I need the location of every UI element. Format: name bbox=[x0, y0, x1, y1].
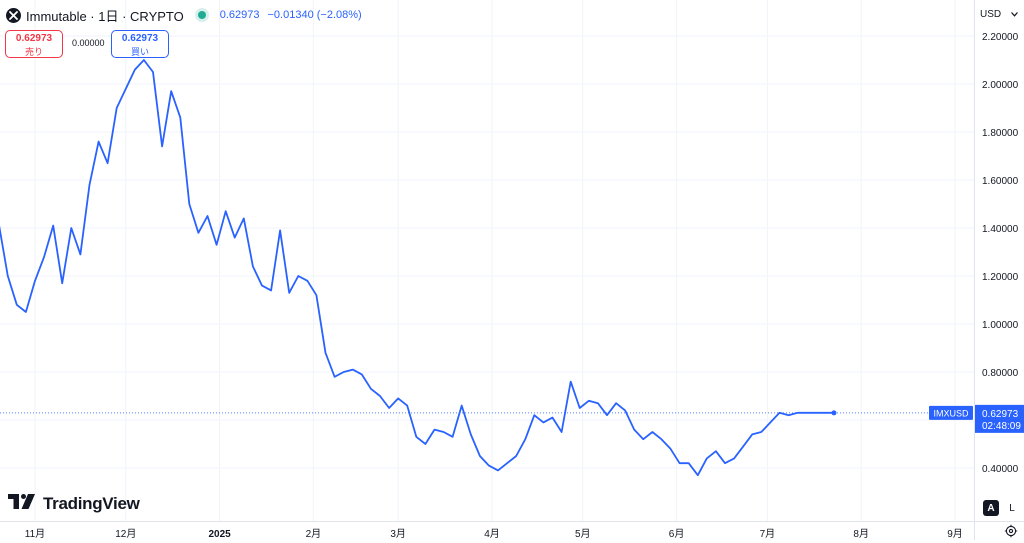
auto-scale-button[interactable]: A bbox=[983, 500, 999, 516]
header-price: 0.62973 bbox=[219, 9, 260, 21]
chevron-down-icon bbox=[1011, 9, 1018, 20]
time-tick-label: 6月 bbox=[669, 528, 685, 540]
time-tick-label: 3月 bbox=[390, 528, 406, 540]
tradingview-logo-text: TradingView bbox=[43, 493, 140, 513]
price-tick-label: 0.80000 bbox=[982, 368, 1019, 379]
price-tick-label: 2.20000 bbox=[982, 32, 1019, 43]
price-tick-label: 1.40000 bbox=[982, 224, 1019, 235]
time-tick-label: 11月 bbox=[25, 528, 45, 540]
price-tick-label: 0.40000 bbox=[982, 464, 1019, 475]
sell-price: 0.62973 bbox=[15, 33, 53, 44]
currency-label: USD bbox=[980, 8, 1002, 20]
buy-price: 0.62973 bbox=[121, 33, 159, 44]
countdown-label: 02:48:09 bbox=[982, 421, 1021, 432]
symbol-tag-bg bbox=[929, 405, 973, 420]
price-series-line bbox=[0, 59, 834, 477]
symbol-title[interactable]: Immutable · 1日 · CRYPTO bbox=[26, 8, 184, 24]
price-tick-label: 1.20000 bbox=[982, 272, 1019, 283]
sell-label: 売り bbox=[24, 47, 43, 57]
header-change: −0.01340 (−2.08%) bbox=[267, 9, 362, 21]
time-tick-label: 12月 bbox=[115, 528, 136, 540]
buy-label: 買い bbox=[130, 47, 149, 57]
last-price-label: 0.62973 bbox=[982, 409, 1019, 420]
currency-select[interactable]: USD bbox=[976, 4, 1022, 24]
price-tick-label: 2.00000 bbox=[982, 80, 1019, 91]
time-tick-label: 8月 bbox=[853, 528, 869, 540]
time-tick-label: 2月 bbox=[306, 528, 322, 540]
sell-button[interactable]: 0.62973 売り bbox=[5, 30, 63, 58]
tradingview-logo[interactable]: TradingView bbox=[8, 492, 140, 515]
chart-header: Immutable · 1日 · CRYPTO 0.62973 −0.01340… bbox=[6, 6, 362, 24]
tradingview-logo-icon bbox=[8, 492, 38, 515]
last-price-point bbox=[831, 410, 837, 416]
price-tick-label: 1.60000 bbox=[982, 176, 1019, 187]
buy-button[interactable]: 0.62973 買い bbox=[111, 30, 169, 58]
time-tick-label: 5月 bbox=[575, 528, 591, 540]
market-status-dot bbox=[197, 11, 206, 19]
last-price-label-bg bbox=[975, 404, 1024, 433]
immutable-logo-icon bbox=[6, 7, 21, 23]
price-tick-label: 1.00000 bbox=[982, 320, 1019, 331]
symbol-tag: IMXUSD bbox=[933, 408, 969, 418]
time-tick-label: 2025 bbox=[208, 529, 231, 540]
time-tick-label: 7月 bbox=[760, 528, 776, 540]
price-tick-label: 1.80000 bbox=[982, 128, 1019, 139]
spread-value: 0.00000 bbox=[72, 38, 105, 48]
time-tick-label: 9月 bbox=[947, 528, 963, 540]
settings-gear-icon[interactable] bbox=[1004, 524, 1018, 538]
log-scale-button[interactable]: L bbox=[1009, 502, 1015, 514]
time-tick-label: 4月 bbox=[484, 528, 500, 540]
